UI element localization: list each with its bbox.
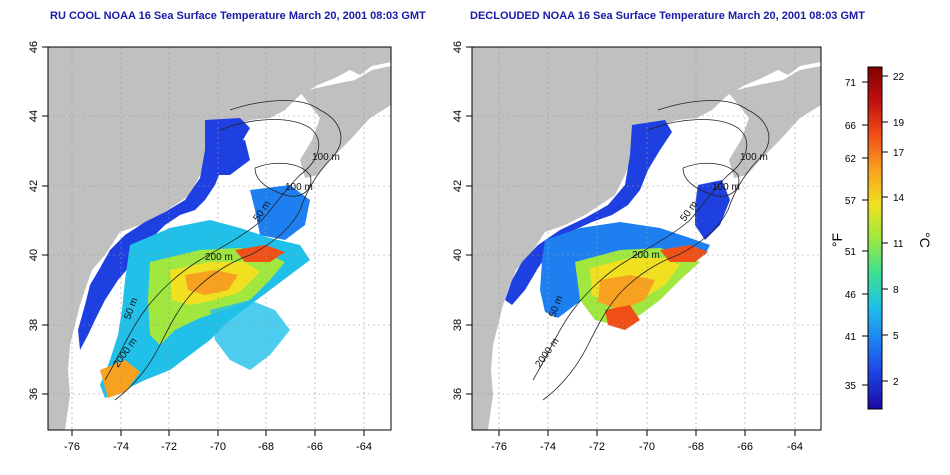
lat-tick-label: 46	[28, 41, 40, 53]
colorbar-c-tick-label: 14	[893, 193, 905, 204]
lat-tick-label: 40	[28, 249, 40, 261]
lon-tick-label: -70	[210, 441, 226, 453]
colorbar-c-tick-label: 5	[893, 331, 899, 342]
contour-label: 200 m	[205, 252, 233, 263]
grid-right	[472, 47, 821, 430]
lat-tick-label: 38	[28, 319, 40, 331]
colorbar-f-tick-label: 71	[845, 78, 857, 89]
map-title-right: DECLOUDED NOAA 16 Sea Surface Temperatur…	[470, 10, 865, 22]
bathymetry-contours-right	[532, 100, 770, 401]
colorbar-unit-f: °F	[829, 233, 845, 247]
axis-ticks-right: -76 -74 -72 -70 -68 -66 -64 46 44 42 40 38 36	[452, 41, 803, 453]
colorbar-c-tick-label: 8	[893, 285, 899, 296]
contour-label: 2000 m	[533, 336, 561, 370]
land-newfoundland	[330, 47, 391, 70]
land-nova-scotia	[728, 66, 821, 178]
lat-tick-label: 36	[452, 388, 464, 400]
colorbar-c-tick-label: 19	[893, 118, 905, 129]
lat-tick-label: 42	[452, 180, 464, 192]
colorbar-unit-c: °C	[917, 232, 933, 248]
axis-ticks-left: -76 -74 -72 -70 -68 -66 -64 46 44 42 40 38 36	[28, 41, 372, 453]
sst-field-right	[505, 120, 730, 330]
lon-tick-label: -64	[787, 441, 803, 453]
land-mainland	[472, 47, 821, 430]
lon-tick-label: -74	[113, 441, 129, 453]
land-nova-scotia	[300, 66, 391, 178]
colorbar-f-tick-label: 41	[845, 332, 857, 343]
colorbar-f-tick-label: 46	[845, 290, 857, 301]
colorbar-ticks: 71 66 62 57 51 46 41 35 22 19 17 14 11 8 5 2	[845, 72, 905, 392]
lon-tick-label: -72	[161, 441, 177, 453]
lat-tick-label: 44	[452, 110, 464, 122]
colorbar-f-tick-label: 57	[845, 196, 857, 207]
colorbar-f-tick-label: 66	[845, 121, 857, 132]
colorbar-c-tick-label: 17	[893, 148, 905, 159]
lat-tick-label: 44	[28, 110, 40, 122]
colorbar-c-tick-label: 22	[893, 72, 905, 83]
bathymetry-contours-left	[104, 100, 342, 401]
map-frame-left	[47, 46, 392, 431]
lon-tick-label: -76	[64, 441, 80, 453]
lon-tick-label: -76	[491, 441, 507, 453]
land-mainland	[48, 47, 391, 430]
colorbar: 71 66 62 57 51 46 41 35 22 19 17 14 11 8 5 2 °F °C	[829, 66, 933, 410]
colorbar-f-tick-label: 51	[845, 247, 857, 258]
contour-label: 100 m	[285, 182, 313, 193]
lon-tick-label: -66	[307, 441, 323, 453]
lon-tick-label: -74	[540, 441, 556, 453]
lat-tick-label: 40	[452, 249, 464, 261]
lon-tick-label: -66	[737, 441, 753, 453]
colorbar-gradient	[867, 66, 883, 410]
colorbar-f-tick-label: 62	[845, 154, 857, 165]
contour-label: 100 m	[740, 152, 768, 163]
lat-tick-label: 36	[28, 388, 40, 400]
lon-tick-label: -68	[688, 441, 704, 453]
contour-label: 100 m	[712, 182, 740, 193]
colorbar-f-tick-label: 35	[845, 381, 857, 392]
grid-left	[48, 47, 391, 430]
lat-tick-label: 42	[28, 180, 40, 192]
land-newfoundland	[760, 47, 821, 70]
map-title-left: RU COOL NOAA 16 Sea Surface Temperature …	[50, 10, 426, 22]
lon-tick-label: -70	[639, 441, 655, 453]
contour-label: 100 m	[312, 152, 340, 163]
map-panel-left: 100 m 100 m 50 m 200 m 50 m 2000 m -76 -7…	[28, 41, 392, 453]
colorbar-c-tick-label: 2	[893, 377, 899, 388]
map-panel-right: 100 m 100 m 50 m 200 m 50 m 2000 m -76 -7…	[452, 41, 822, 453]
lat-tick-label: 46	[452, 41, 464, 53]
lon-tick-label: -68	[258, 441, 274, 453]
lon-tick-label: -64	[356, 441, 372, 453]
colorbar-c-tick-label: 11	[893, 239, 904, 250]
lat-tick-label: 38	[452, 319, 464, 331]
lon-tick-label: -72	[589, 441, 605, 453]
contour-label: 200 m	[632, 250, 660, 261]
